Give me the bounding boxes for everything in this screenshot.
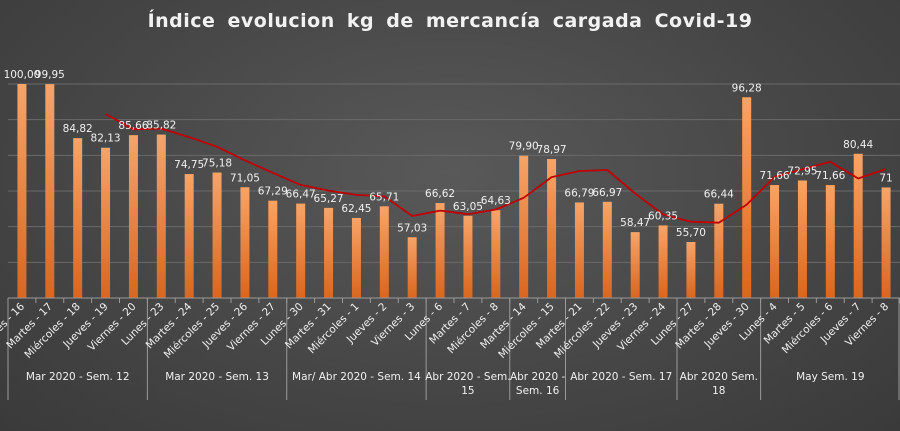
bar [17, 84, 27, 298]
bar [156, 134, 166, 298]
data-label: 57,03 [397, 222, 427, 234]
data-label: 65,71 [369, 191, 399, 203]
data-label: 65,27 [314, 193, 344, 205]
data-label: 74,75 [174, 159, 204, 171]
data-label: 66,79 [564, 187, 594, 199]
data-label: 99,95 [35, 69, 65, 81]
data-label: 100,00 [4, 69, 41, 81]
bar [742, 97, 752, 298]
bar [853, 153, 863, 298]
data-label: 62,45 [341, 203, 371, 215]
data-label: 71,66 [760, 170, 790, 182]
data-label: 84,82 [63, 123, 93, 135]
data-label: 85,82 [146, 120, 176, 132]
bar [714, 203, 724, 298]
data-label: 58,47 [620, 217, 650, 229]
bar [770, 185, 780, 298]
group-label: Sem. 16 [516, 385, 560, 397]
bar [630, 232, 640, 298]
data-label: 96,28 [732, 82, 762, 94]
bar [351, 217, 361, 298]
bar [101, 147, 111, 298]
bar [602, 201, 612, 298]
data-label: 66,44 [704, 189, 734, 201]
group-label: 18 [712, 385, 725, 397]
data-label: 66,62 [425, 188, 455, 200]
group-label: Mar/ Abr 2020 - Sem. 14 [292, 371, 421, 383]
bar [686, 242, 696, 298]
group-label: Mar 2020 - Sem. 13 [165, 371, 269, 383]
bar [45, 84, 55, 298]
data-label: 55,70 [676, 227, 706, 239]
bar [519, 155, 529, 298]
data-label: 71 [879, 172, 892, 184]
bar [658, 225, 668, 298]
data-label: 66,97 [592, 187, 622, 199]
bar [435, 203, 445, 298]
chart-title: Índice evolucion kg de mercancía cargada… [147, 10, 753, 32]
bar [296, 203, 306, 298]
data-label: 71,05 [230, 172, 260, 184]
data-label: 72,95 [787, 165, 817, 177]
bar [491, 210, 501, 298]
data-label: 75,18 [202, 158, 232, 170]
bar [324, 207, 334, 298]
data-label: 63,05 [453, 201, 483, 213]
bar [825, 185, 835, 298]
data-label: 64,63 [481, 195, 511, 207]
bar [881, 187, 891, 298]
group-label: Mar 2020 - Sem. 12 [26, 371, 130, 383]
bar [240, 187, 250, 298]
data-label: 66,47 [286, 189, 316, 201]
group-label: May Sem. 19 [796, 371, 864, 383]
bar [547, 159, 557, 298]
group-label: 15 [461, 385, 474, 397]
group-label: Abr 2020 - Sem. [425, 371, 510, 383]
data-label: 67,29 [258, 186, 288, 198]
bar [463, 215, 473, 298]
group-label: Abr 2020 - Sem. 17 [570, 371, 672, 383]
bar [73, 138, 83, 298]
data-label: 60,35 [648, 210, 678, 222]
data-label: 80,44 [843, 139, 873, 151]
data-label: 82,13 [91, 133, 121, 145]
bar [797, 180, 807, 298]
data-label: 71,66 [815, 170, 845, 182]
bar [212, 172, 222, 298]
group-label: Abr 2020 - [510, 371, 566, 383]
bar [574, 202, 584, 298]
bar [379, 206, 389, 298]
group-label: Abr 2020 Sem. [680, 371, 758, 383]
data-label: 79,90 [509, 141, 539, 153]
bar [128, 135, 138, 298]
bar [268, 200, 278, 298]
data-label: 78,97 [537, 144, 567, 156]
data-label: 85,66 [118, 120, 148, 132]
bar [184, 174, 194, 298]
bar [407, 237, 417, 298]
trend-line [105, 113, 887, 224]
